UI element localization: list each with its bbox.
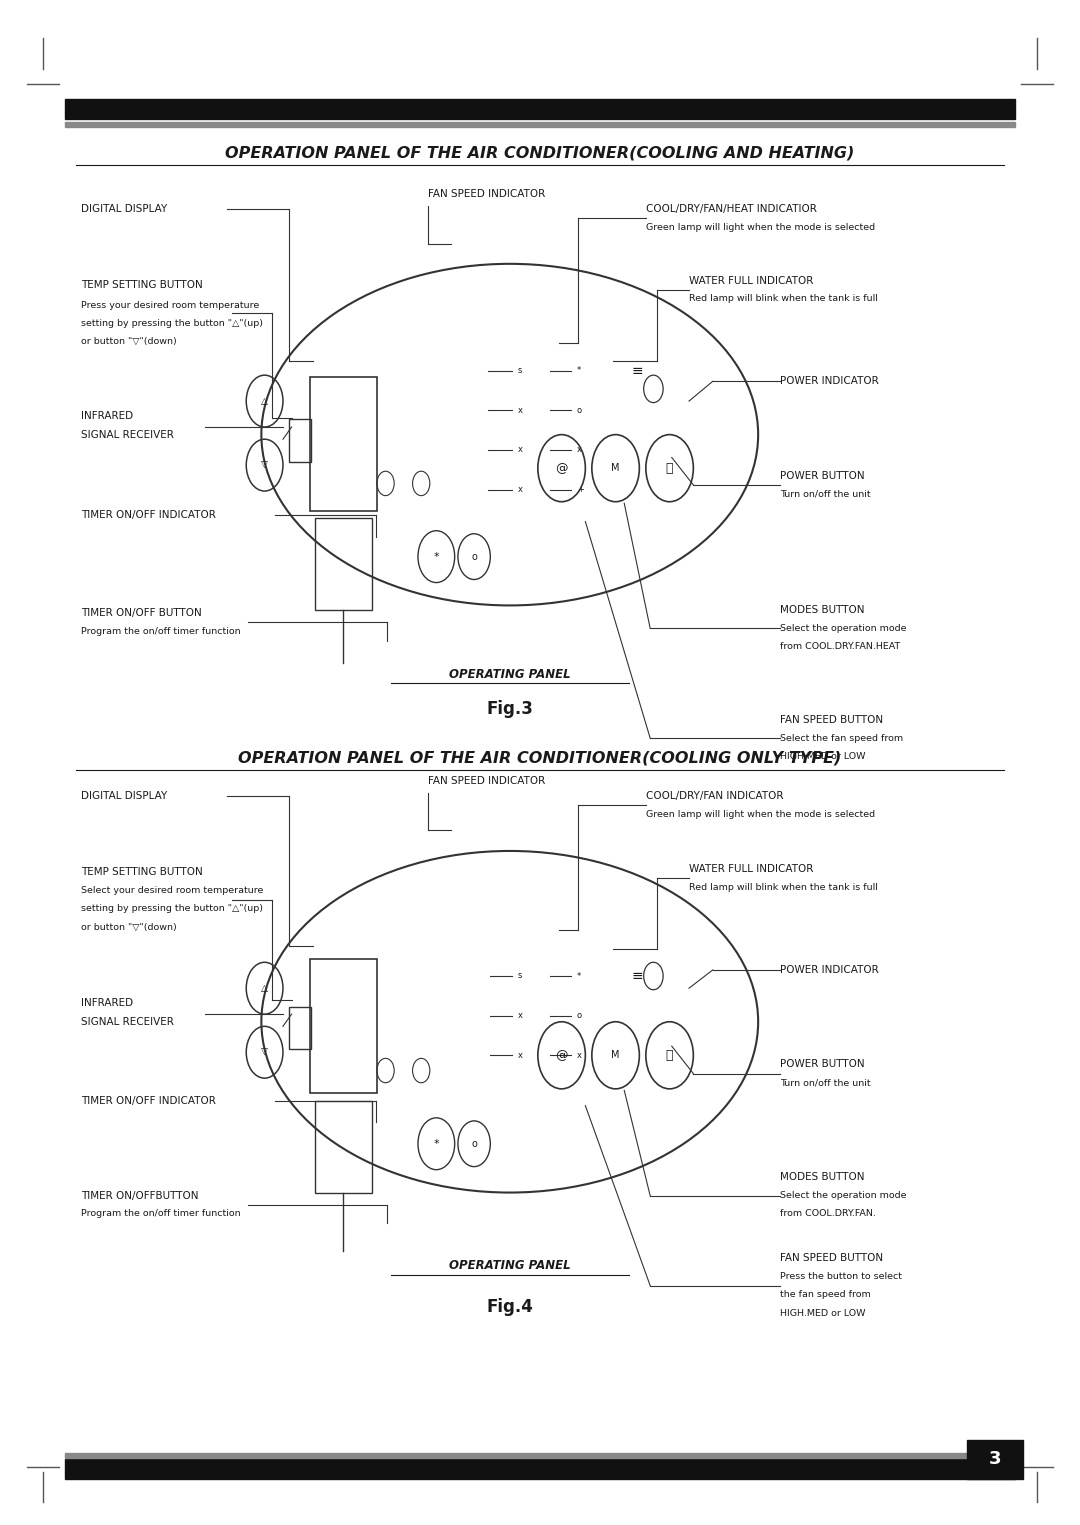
Text: +: +: [577, 485, 583, 494]
Bar: [65, 1459, 1015, 1479]
Text: Red lamp will blink when the tank is full: Red lamp will blink when the tank is ful…: [689, 883, 878, 892]
Text: OPERATING PANEL: OPERATING PANEL: [449, 668, 570, 680]
Text: POWER BUTTON: POWER BUTTON: [780, 1060, 864, 1069]
Text: Select the fan speed from: Select the fan speed from: [780, 734, 903, 743]
Text: WATER FULL INDICATOR: WATER FULL INDICATOR: [689, 276, 813, 285]
Text: from COOL.DRY.FAN.: from COOL.DRY.FAN.: [780, 1209, 876, 1218]
Text: 3: 3: [988, 1450, 1001, 1469]
Text: DIGITAL DISPLAY: DIGITAL DISPLAY: [81, 204, 167, 214]
Text: or button "▽"(down): or button "▽"(down): [81, 337, 177, 346]
Text: INFRARED: INFRARED: [81, 412, 133, 421]
Bar: [967, 1440, 1023, 1479]
Text: *: *: [577, 366, 581, 375]
Text: MODES BUTTON: MODES BUTTON: [780, 605, 864, 615]
Text: *: *: [577, 971, 581, 981]
Text: MODES BUTTON: MODES BUTTON: [780, 1173, 864, 1182]
Text: ▽: ▽: [261, 1048, 268, 1057]
Text: o: o: [471, 1139, 477, 1148]
Text: TEMP SETTING BUTTON: TEMP SETTING BUTTON: [81, 281, 203, 290]
Text: o: o: [577, 1011, 582, 1020]
Text: the fan speed from: the fan speed from: [780, 1290, 870, 1299]
Text: HIGH.MED or LOW: HIGH.MED or LOW: [780, 752, 865, 761]
Text: *: *: [433, 552, 440, 561]
Text: △: △: [261, 984, 268, 993]
Text: x: x: [577, 445, 582, 454]
Text: TEMP SETTING BUTTON: TEMP SETTING BUTTON: [81, 868, 203, 877]
Text: WATER FULL INDICATOR: WATER FULL INDICATOR: [689, 865, 813, 874]
Bar: [289, 1006, 311, 1049]
Text: TIMER ON/OFFBUTTON: TIMER ON/OFFBUTTON: [81, 1191, 199, 1200]
Text: Select the operation mode: Select the operation mode: [780, 624, 906, 633]
Text: x: x: [517, 445, 523, 454]
Text: *: *: [433, 1139, 440, 1148]
Text: Select the operation mode: Select the operation mode: [780, 1191, 906, 1200]
Text: Program the on/off timer function: Program the on/off timer function: [81, 1209, 241, 1218]
Text: Fig.3: Fig.3: [486, 700, 534, 718]
Text: setting by pressing the button "△"(up): setting by pressing the button "△"(up): [81, 319, 264, 328]
Text: s: s: [517, 366, 522, 375]
Text: SIGNAL RECEIVER: SIGNAL RECEIVER: [81, 430, 174, 439]
Text: COOL/DRY/FAN INDICATOR: COOL/DRY/FAN INDICATOR: [646, 791, 783, 801]
Text: ≡: ≡: [632, 363, 643, 378]
Text: DIGITAL DISPLAY: DIGITAL DISPLAY: [81, 791, 167, 801]
Text: OPERATION PANEL OF THE AIR CONDITIONER(COOLING ONLY TYPE): OPERATION PANEL OF THE AIR CONDITIONER(C…: [239, 750, 841, 766]
Text: OPERATING PANEL: OPERATING PANEL: [449, 1260, 570, 1272]
Text: COOL/DRY/FAN/HEAT INDICATIOR: COOL/DRY/FAN/HEAT INDICATIOR: [646, 204, 816, 214]
Text: from COOL.DRY.FAN.HEAT: from COOL.DRY.FAN.HEAT: [780, 642, 900, 651]
Text: Red lamp will blink when the tank is full: Red lamp will blink when the tank is ful…: [689, 294, 878, 303]
Bar: [65, 122, 1015, 127]
Text: Green lamp will light when the mode is selected: Green lamp will light when the mode is s…: [646, 223, 875, 232]
Text: M: M: [611, 464, 620, 473]
Text: TIMER ON/OFF BUTTON: TIMER ON/OFF BUTTON: [81, 608, 202, 618]
Text: Turn on/off the unit: Turn on/off the unit: [780, 490, 870, 499]
Text: FAN SPEED INDICATOR: FAN SPEED INDICATOR: [428, 776, 545, 785]
Text: x: x: [517, 485, 523, 494]
Text: △: △: [261, 396, 268, 406]
Text: s: s: [517, 971, 522, 981]
Text: ⏻: ⏻: [666, 1049, 673, 1061]
Text: Select your desired room temperature: Select your desired room temperature: [81, 886, 264, 895]
Text: HIGH.MED or LOW: HIGH.MED or LOW: [780, 1308, 865, 1318]
Text: @: @: [555, 1049, 568, 1061]
Text: Green lamp will light when the mode is selected: Green lamp will light when the mode is s…: [646, 810, 875, 819]
Text: ≡: ≡: [632, 968, 643, 984]
Text: Press your desired room temperature: Press your desired room temperature: [81, 300, 259, 310]
Text: FAN SPEED BUTTON: FAN SPEED BUTTON: [780, 1254, 882, 1263]
Text: FAN SPEED INDICATOR: FAN SPEED INDICATOR: [428, 189, 545, 198]
Text: INFRARED: INFRARED: [81, 999, 133, 1008]
Text: x: x: [517, 406, 523, 415]
Text: POWER BUTTON: POWER BUTTON: [780, 471, 864, 480]
Text: Program the on/off timer function: Program the on/off timer function: [81, 627, 241, 636]
Text: SIGNAL RECEIVER: SIGNAL RECEIVER: [81, 1017, 174, 1026]
Text: o: o: [577, 406, 582, 415]
Bar: [315, 518, 372, 610]
Text: FAN SPEED BUTTON: FAN SPEED BUTTON: [780, 715, 882, 724]
Text: ▽: ▽: [261, 461, 268, 470]
Text: Fig.4: Fig.4: [486, 1298, 534, 1316]
Text: M: M: [611, 1051, 620, 1060]
Bar: [315, 1101, 372, 1193]
Bar: [289, 419, 311, 462]
Bar: [65, 1453, 1015, 1458]
Text: x: x: [517, 1051, 523, 1060]
Text: Turn on/off the unit: Turn on/off the unit: [780, 1078, 870, 1087]
Bar: [310, 959, 377, 1093]
Text: ⏻: ⏻: [666, 462, 673, 474]
Text: Press the button to select: Press the button to select: [780, 1272, 902, 1281]
Text: setting by pressing the button "△"(up): setting by pressing the button "△"(up): [81, 904, 264, 913]
Text: OPERATION PANEL OF THE AIR CONDITIONER(COOLING AND HEATING): OPERATION PANEL OF THE AIR CONDITIONER(C…: [226, 145, 854, 160]
Text: POWER INDICATOR: POWER INDICATOR: [780, 965, 878, 974]
Text: x: x: [517, 1011, 523, 1020]
Text: or button "▽"(down): or button "▽"(down): [81, 923, 177, 932]
Text: x: x: [577, 1051, 582, 1060]
Bar: [310, 377, 377, 511]
Text: TIMER ON/OFF INDICATOR: TIMER ON/OFF INDICATOR: [81, 1096, 216, 1106]
Text: POWER INDICATOR: POWER INDICATOR: [780, 377, 878, 386]
Text: TIMER ON/OFF INDICATOR: TIMER ON/OFF INDICATOR: [81, 511, 216, 520]
Text: o: o: [471, 552, 477, 561]
Text: @: @: [555, 462, 568, 474]
Bar: [65, 99, 1015, 119]
